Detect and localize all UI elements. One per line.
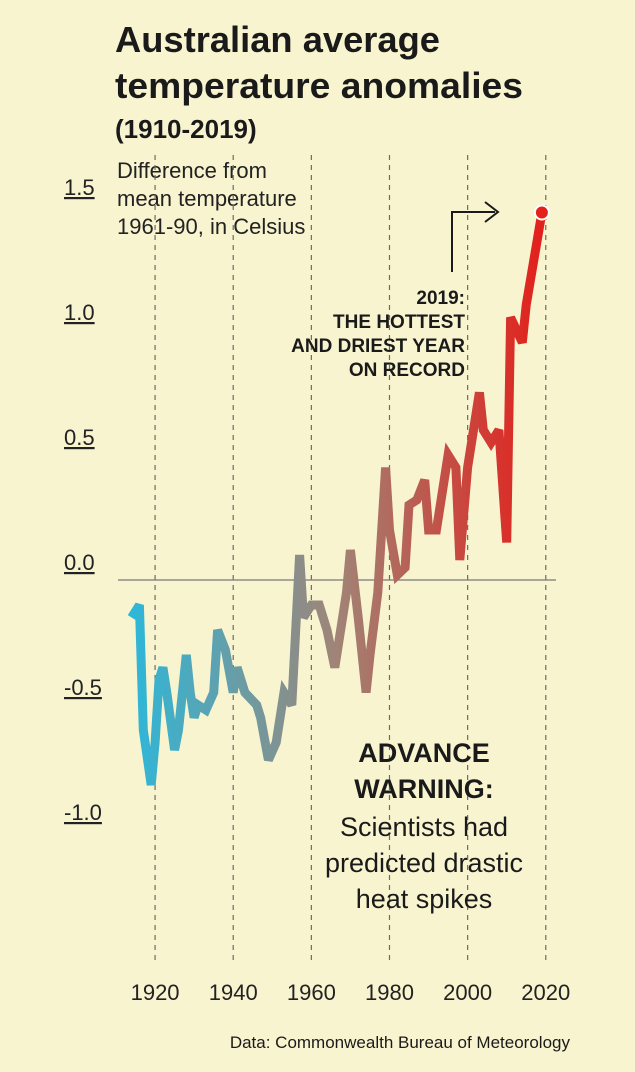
annotation-arrowhead bbox=[484, 201, 500, 223]
x-tick-label: 1960 bbox=[287, 980, 336, 1005]
annotation-heading: ADVANCE bbox=[358, 738, 490, 768]
x-tick-label: 1940 bbox=[209, 980, 258, 1005]
temperature-line bbox=[127, 211, 547, 786]
source: Data: Commonwealth Bureau of Meteorology bbox=[230, 1033, 571, 1052]
y-tick-label: 1.0 bbox=[64, 300, 95, 325]
x-tick-label: 2000 bbox=[443, 980, 492, 1005]
y-tick-label: 0.0 bbox=[64, 550, 95, 575]
annotation: AND DRIEST YEAR bbox=[291, 336, 465, 357]
annotation-heading: WARNING: bbox=[354, 774, 493, 804]
x-tick-label: 1980 bbox=[365, 980, 414, 1005]
x-tick-label: 1920 bbox=[131, 980, 180, 1005]
chart-title: Australian average bbox=[115, 19, 440, 60]
y-axis-label: 1961-90, in Celsius bbox=[117, 214, 305, 239]
y-tick-label: 0.5 bbox=[64, 425, 95, 450]
annotation: ON RECORD bbox=[349, 360, 465, 381]
annotation-arrow bbox=[451, 211, 495, 272]
annotation-body: heat spikes bbox=[356, 884, 493, 914]
annotation: 2019: bbox=[416, 288, 465, 309]
y-axis-label: mean temperature bbox=[117, 186, 297, 211]
y-tick-label: 1.5 bbox=[64, 175, 95, 200]
annotation-body: predicted drastic bbox=[325, 848, 523, 878]
y-tick-label: -0.5 bbox=[64, 675, 102, 700]
y-tick-label: -1.0 bbox=[64, 800, 102, 825]
annotation-body: Scientists had bbox=[340, 812, 508, 842]
annotation: THE HOTTEST bbox=[333, 312, 465, 333]
subtitle: (1910-2019) bbox=[115, 114, 257, 144]
chart-title: temperature anomalies bbox=[115, 65, 523, 106]
record-point bbox=[533, 204, 550, 221]
x-tick-label: 2020 bbox=[521, 980, 570, 1005]
y-axis-label: Difference from bbox=[117, 158, 267, 183]
